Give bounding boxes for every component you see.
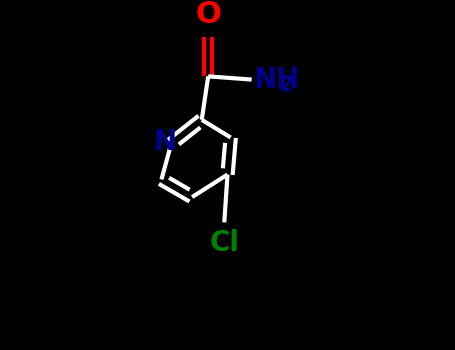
Text: Cl: Cl (209, 230, 239, 258)
Text: NH: NH (253, 65, 299, 93)
Text: O: O (195, 0, 221, 29)
Text: 2: 2 (278, 75, 293, 95)
Text: N: N (154, 128, 177, 156)
